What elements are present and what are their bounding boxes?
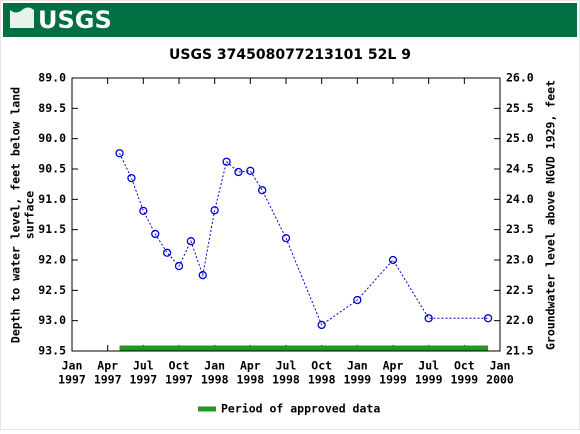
x-tick-label: Jul xyxy=(133,359,154,373)
y-tick-label: 93.5 xyxy=(38,344,66,358)
y2-tick-label: 23.5 xyxy=(506,222,534,236)
x-tick-label: Apr xyxy=(97,359,118,373)
data-point xyxy=(353,295,362,305)
x-tick-label: Oct xyxy=(454,359,475,373)
y2-tick-label: 26.0 xyxy=(506,71,534,85)
x-tick-label: 1998 xyxy=(236,373,264,387)
data-point xyxy=(317,320,326,330)
y-axis-label: Depth to water level, feet below land xyxy=(9,87,23,343)
y-tick-label: 91.5 xyxy=(38,222,66,236)
x-tick-label: 1998 xyxy=(272,373,300,387)
data-point xyxy=(174,261,184,271)
data-point xyxy=(246,166,255,175)
y2-tick-label: 21.5 xyxy=(506,344,534,358)
legend-label: Period of approved data xyxy=(221,402,380,416)
y-tick-label: 91.0 xyxy=(38,192,66,206)
data-point xyxy=(151,229,160,239)
data-point xyxy=(186,237,196,246)
data-point xyxy=(115,149,124,158)
x-tick-label: Jan xyxy=(204,359,225,373)
chart-title: USGS 374508077213101 52L 9 xyxy=(169,47,411,63)
x-tick-label: Jul xyxy=(276,359,297,373)
y2-tick-label: 22.0 xyxy=(506,313,534,327)
x-tick-label: 1999 xyxy=(415,373,443,387)
x-tick-label: 1997 xyxy=(129,373,157,387)
y-tick-label: 89.0 xyxy=(38,71,66,85)
x-tick-label: 1999 xyxy=(343,373,371,387)
data-point xyxy=(388,255,398,265)
data-point xyxy=(281,234,291,243)
data-point xyxy=(162,248,172,257)
x-tick-label: Jan xyxy=(490,359,511,373)
x-tick-label: 2000 xyxy=(486,373,514,387)
y-tick-label: 90.0 xyxy=(38,131,66,145)
y-tick-label: 92.5 xyxy=(38,283,66,297)
x-tick-label: Apr xyxy=(240,359,261,373)
data-point xyxy=(222,157,231,166)
data-point xyxy=(127,173,136,183)
x-tick-label: Jan xyxy=(62,359,83,373)
data-point xyxy=(198,271,207,280)
x-tick-label: Oct xyxy=(311,359,332,373)
y-tick-label: 92.0 xyxy=(38,253,66,267)
y2-tick-label: 24.0 xyxy=(506,192,534,206)
x-tick-label: 1998 xyxy=(201,373,229,387)
x-tick-label: 1997 xyxy=(94,373,122,387)
x-tick-label: Jan xyxy=(347,359,368,373)
y-tick-label: 90.5 xyxy=(38,162,66,176)
header-bar xyxy=(3,3,577,37)
data-point xyxy=(424,314,433,323)
data-point xyxy=(139,206,148,216)
x-tick-label: 1997 xyxy=(58,373,86,387)
x-tick-label: 1997 xyxy=(165,373,193,387)
x-tick-label: Jul xyxy=(418,359,439,373)
x-tick-label: 1998 xyxy=(308,373,336,387)
logo-icon xyxy=(10,7,34,28)
y-tick-label: 93.0 xyxy=(38,313,66,327)
x-tick-label: Oct xyxy=(169,359,190,373)
data-point xyxy=(210,206,219,215)
logo-text: USGS xyxy=(38,6,112,34)
y2-tick-label: 23.0 xyxy=(506,253,534,267)
y2-tick-label: 25.5 xyxy=(506,101,534,115)
y2-tick-label: 25.0 xyxy=(506,131,534,145)
data-point xyxy=(258,186,267,195)
x-tick-label: 1999 xyxy=(379,373,407,387)
x-tick-label: Apr xyxy=(383,359,404,373)
y2-tick-label: 22.5 xyxy=(506,283,534,297)
y2-tick-label: 24.5 xyxy=(506,162,534,176)
data-point xyxy=(234,167,243,177)
x-tick-label: 1999 xyxy=(450,373,478,387)
y-axis-label: surface xyxy=(23,191,37,240)
y2-axis-label: Groundwater level above NGVD 1929, feet xyxy=(544,80,558,350)
y-tick-label: 89.5 xyxy=(38,101,66,115)
data-point xyxy=(483,314,493,323)
data-line xyxy=(119,153,489,326)
